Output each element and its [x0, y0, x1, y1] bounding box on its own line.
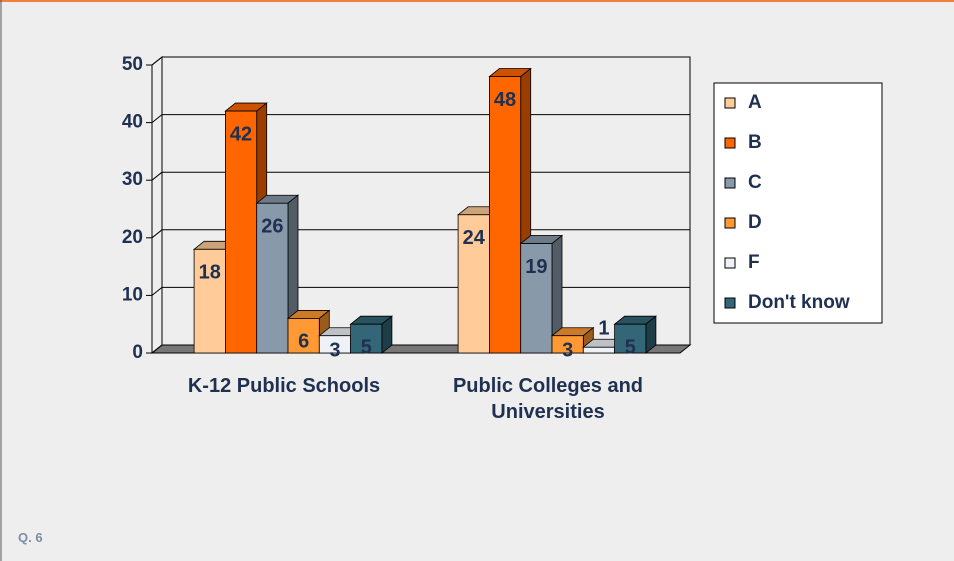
grid-line-side — [151, 171, 163, 181]
legend-label: D — [748, 212, 762, 233]
grid-line-side — [151, 229, 163, 239]
legend-box — [713, 82, 883, 324]
y-tick-label: 0 — [132, 342, 143, 363]
bar — [551, 335, 584, 354]
grid-line-side — [151, 114, 163, 123]
question-label: Q. 6 — [18, 530, 43, 545]
bar — [350, 323, 383, 354]
y-tick-label: 40 — [122, 112, 143, 133]
legend-label: C — [748, 172, 762, 193]
legend-label: F — [748, 252, 760, 273]
data-label: 5 — [625, 336, 636, 358]
bar — [614, 323, 647, 354]
grid-line-side — [151, 56, 163, 66]
data-label: 6 — [298, 331, 309, 353]
bar — [224, 110, 258, 354]
legend-label: B — [748, 132, 762, 153]
legend-swatch — [724, 217, 736, 229]
bar — [457, 214, 490, 354]
bar — [193, 248, 226, 354]
data-label: 3 — [562, 339, 573, 361]
bar — [520, 243, 553, 354]
x-tick-label: K-12 Public Schools — [187, 375, 381, 397]
data-label: 19 — [525, 256, 547, 278]
y-tick-label: 50 — [122, 54, 143, 75]
grid-line-side — [151, 287, 163, 296]
legend-swatch — [724, 297, 736, 309]
grid-line-side — [151, 344, 163, 354]
y-tick-label: 20 — [122, 227, 143, 248]
legend-swatch — [724, 177, 736, 189]
x-tick-label: Public Colleges and Universities — [452, 375, 644, 423]
bar — [582, 346, 615, 354]
data-label: 18 — [199, 262, 221, 284]
bar — [256, 202, 289, 354]
legend-swatch — [724, 257, 736, 269]
bar — [488, 76, 522, 354]
legend-swatch — [724, 137, 736, 149]
legend-swatch — [724, 97, 736, 109]
y-tick-label: 30 — [122, 169, 143, 190]
data-label: 42 — [230, 123, 252, 145]
legend-label: Don't know — [748, 292, 850, 313]
data-label: 3 — [329, 339, 340, 361]
data-label: 26 — [261, 216, 283, 238]
data-label: 1 — [598, 318, 609, 340]
y-tick-label: 10 — [122, 284, 143, 305]
data-label: 48 — [494, 89, 516, 111]
data-label: 24 — [463, 227, 486, 249]
side-wall — [151, 55, 163, 355]
legend-label: A — [748, 92, 762, 113]
data-label: 5 — [361, 336, 372, 358]
bar — [287, 318, 320, 354]
